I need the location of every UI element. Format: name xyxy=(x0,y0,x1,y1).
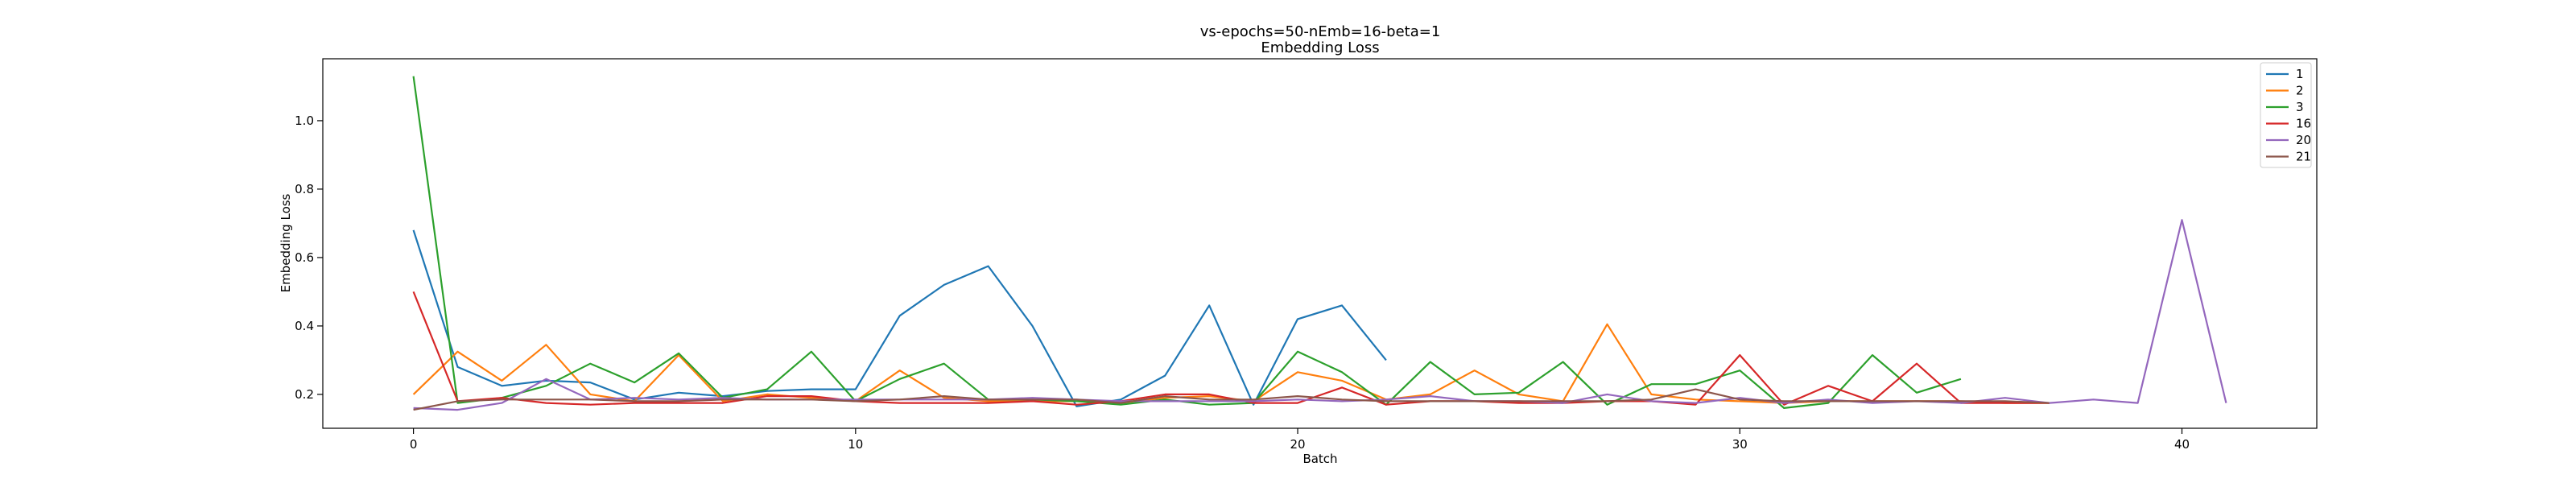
y-tick-label: 0.6 xyxy=(295,250,314,265)
chart-title: vs-epochs=50-nEmb=16-beta=1 xyxy=(1200,23,1441,40)
x-tick-label: 0 xyxy=(410,437,418,452)
legend: 1 2 3 16 20 21 xyxy=(2260,62,2312,168)
x-axis: 0 10 20 30 40 xyxy=(410,428,2190,452)
x-tick-label: 10 xyxy=(848,437,863,452)
x-tick-label: 20 xyxy=(1290,437,1305,452)
legend-label: 3 xyxy=(2296,100,2304,114)
y-axis: 0.2 0.4 0.6 0.8 1.0 xyxy=(295,114,323,402)
y-axis-label: Embedding Loss xyxy=(279,193,293,292)
series-line-1 xyxy=(412,229,1387,407)
legend-label: 16 xyxy=(2296,117,2311,131)
plot-area xyxy=(322,58,2318,429)
x-tick-label: 40 xyxy=(2174,437,2190,452)
plot-frame xyxy=(322,58,2318,429)
legend-label: 1 xyxy=(2296,67,2304,81)
y-tick-label: 0.4 xyxy=(295,319,314,333)
chart-subtitle: Embedding Loss xyxy=(1261,39,1379,56)
legend-label: 2 xyxy=(2296,84,2304,98)
legend-box xyxy=(2260,62,2312,168)
legend-label: 20 xyxy=(2296,133,2311,147)
x-tick-label: 30 xyxy=(1732,437,1748,452)
x-axis-label: Batch xyxy=(1302,452,1337,466)
legend-label: 21 xyxy=(2296,150,2311,164)
series-line-21 xyxy=(413,388,2050,411)
y-tick-label: 1.0 xyxy=(295,114,314,128)
y-tick-label: 0.2 xyxy=(295,387,314,402)
series-layer xyxy=(412,76,2227,411)
y-tick-label: 0.8 xyxy=(295,182,314,196)
